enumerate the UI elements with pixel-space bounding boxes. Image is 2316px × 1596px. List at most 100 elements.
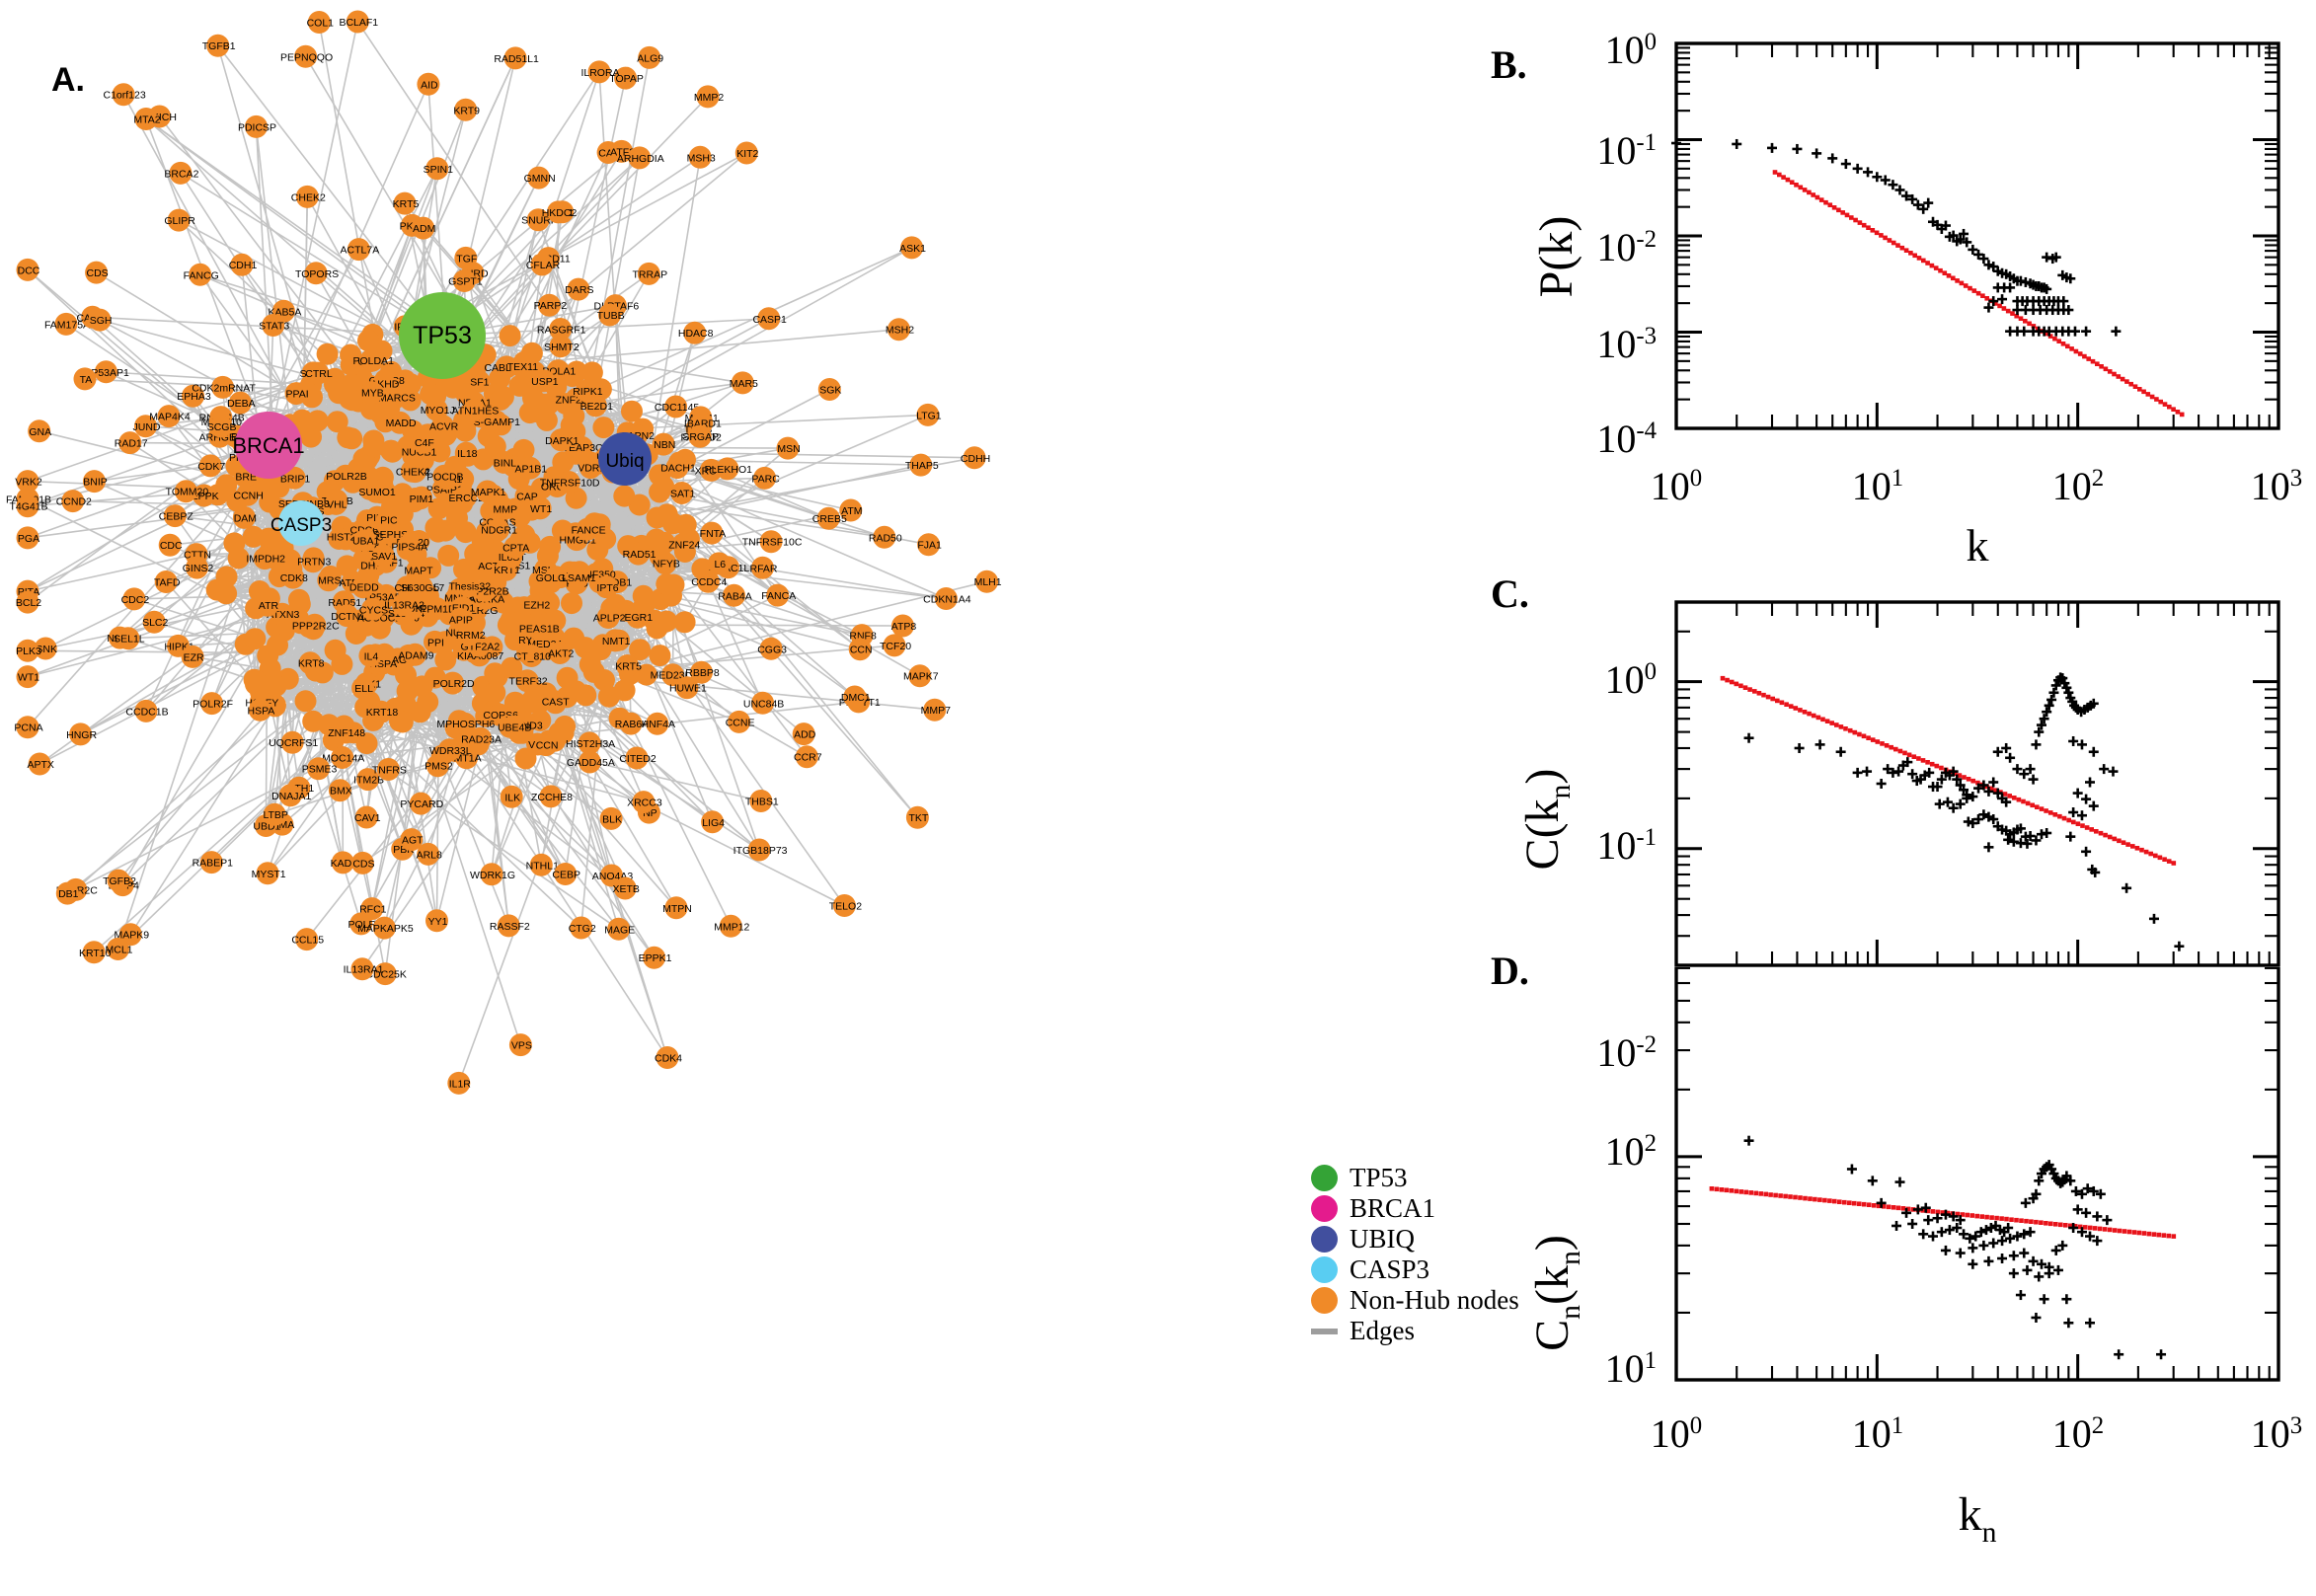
network-node[interactable] <box>592 417 614 438</box>
y-tick-1e-1: 10-1 <box>1596 823 1657 868</box>
network-node-label: XRCC3 <box>627 798 662 809</box>
hub-node-label-tp53: TP53 <box>413 322 472 349</box>
network-node-label: SPIN1 <box>424 164 454 176</box>
network-node[interactable] <box>557 667 579 689</box>
network-node-label: POLR2F <box>193 699 233 711</box>
network-node[interactable] <box>484 662 505 684</box>
network-node-label: TCF20 <box>880 641 911 652</box>
y-tick-1e1: 101 <box>1605 1346 1657 1391</box>
network-node-label: YY1 <box>428 916 448 928</box>
network-node-label: HKDC2 <box>542 207 578 219</box>
y-tick-1e-2: 10-2 <box>1596 1030 1657 1075</box>
network-node-label: PARP2 <box>534 300 568 312</box>
network-node[interactable] <box>613 486 635 507</box>
legend-circle-icon <box>1311 1287 1338 1314</box>
network-node[interactable] <box>342 389 363 411</box>
network-node[interactable] <box>500 325 521 346</box>
network-node[interactable] <box>412 675 433 697</box>
network-node[interactable] <box>317 343 339 365</box>
network-node[interactable] <box>656 573 677 595</box>
y-tick-1e0: 100 <box>1605 28 1657 72</box>
network-node-label: UBE4B <box>498 722 531 733</box>
network-node-label: PSME3 <box>302 764 338 776</box>
network-node-label: FNTA <box>700 528 727 540</box>
network-node[interactable] <box>243 526 265 548</box>
panel-c-label: C. <box>1491 570 1529 617</box>
network-node-label: POLR2B <box>326 471 366 483</box>
network-node-label: ACTL7A <box>341 245 380 257</box>
network-node-label: KRT9 <box>453 105 480 116</box>
network-node-label: CDK2mRNAT <box>192 382 256 394</box>
network-node[interactable] <box>520 691 542 713</box>
network-node-label: SGH <box>90 315 113 327</box>
panel-d-label: D. <box>1491 948 1529 994</box>
network-node[interactable] <box>561 592 582 614</box>
network-node-label: VRK2 <box>15 477 42 489</box>
network-node-label: CTG2 <box>569 923 596 935</box>
network-node[interactable] <box>266 675 287 697</box>
network-node-label: BRCA2 <box>164 168 198 180</box>
network-node-label: CCDC4 <box>691 576 727 588</box>
network-node-label: MTA2 <box>133 114 160 126</box>
network-node[interactable] <box>215 582 237 604</box>
network-node-label: PIM1 <box>410 494 434 505</box>
network-node-label: IL13RA2 <box>384 600 425 612</box>
network-node-label: CEBP <box>552 870 580 881</box>
network-node-label: CDHH <box>961 453 990 465</box>
network-node-label: MSN <box>777 443 800 455</box>
network-node-label: RAB4A <box>718 590 751 602</box>
network-node-label: BLK <box>602 813 622 825</box>
x-tick-1e0: 100 <box>1651 464 1702 508</box>
network-node-label: HNGR <box>66 729 97 741</box>
network-node-label: PLEKHO1 <box>705 464 753 476</box>
network-node[interactable] <box>575 684 596 706</box>
network-node[interactable] <box>302 711 324 732</box>
network-node[interactable] <box>295 690 317 712</box>
network-node-label: ZNF24 <box>668 539 700 551</box>
network-node-label: GMNN <box>524 173 556 185</box>
network-node[interactable] <box>357 330 379 351</box>
network-node-label: IMPDH2 <box>246 554 285 566</box>
network-node-label: C4F <box>415 437 434 449</box>
network-node-label: TEX11 <box>507 361 538 373</box>
network-node[interactable] <box>484 682 505 704</box>
network-node[interactable] <box>362 430 384 452</box>
network-node-label: KRT5 <box>393 198 420 210</box>
network-node-label: FJA1 <box>917 540 942 552</box>
y-axis-label-cnkn: Cn(kn) <box>1526 1235 1586 1351</box>
network-node-label: MAGE <box>604 924 635 936</box>
network-node-label: MMP7 <box>921 705 951 717</box>
network-node-label: PDICSP <box>238 121 276 133</box>
network-node-label: MAR5 <box>730 378 758 390</box>
network-node-label: MMP <box>494 503 518 515</box>
network-node-label: SEL1L <box>114 634 145 646</box>
network-node-label: ATR <box>259 600 279 612</box>
network-node[interactable] <box>649 645 670 666</box>
legend-circle-icon <box>1311 1165 1338 1191</box>
network-node-label: RAD50 <box>869 532 902 544</box>
network-node-label: IPT6 <box>596 582 618 594</box>
legend-item-label: TP53 <box>1350 1163 1408 1193</box>
network-node[interactable] <box>257 645 278 666</box>
x-axis-label-kn: kn <box>1959 1488 1997 1549</box>
network-node-label: CCND2 <box>56 496 92 508</box>
network-node[interactable] <box>288 589 310 611</box>
network-node[interactable] <box>331 653 352 675</box>
network-node[interactable] <box>341 427 362 449</box>
network-node[interactable] <box>621 401 643 422</box>
network-node-label: SLC2 <box>142 617 168 629</box>
network-node-label: IL13RA1 <box>344 964 384 976</box>
y-tick-1e-3: 10-3 <box>1596 322 1657 366</box>
network-node-label: CCNH <box>234 490 264 501</box>
network-node-label: PEPNQQO <box>280 51 333 63</box>
network-node-label: IL4 <box>364 650 379 662</box>
network-node[interactable] <box>437 545 459 567</box>
network-node-label: SF1 <box>470 376 489 388</box>
network-node[interactable] <box>598 686 620 708</box>
legend-item-label: CASP3 <box>1350 1254 1429 1285</box>
network-node[interactable] <box>647 507 668 529</box>
network-node-label: PLK3 <box>16 646 41 657</box>
network-node-label: RAD51L1 <box>494 53 539 65</box>
